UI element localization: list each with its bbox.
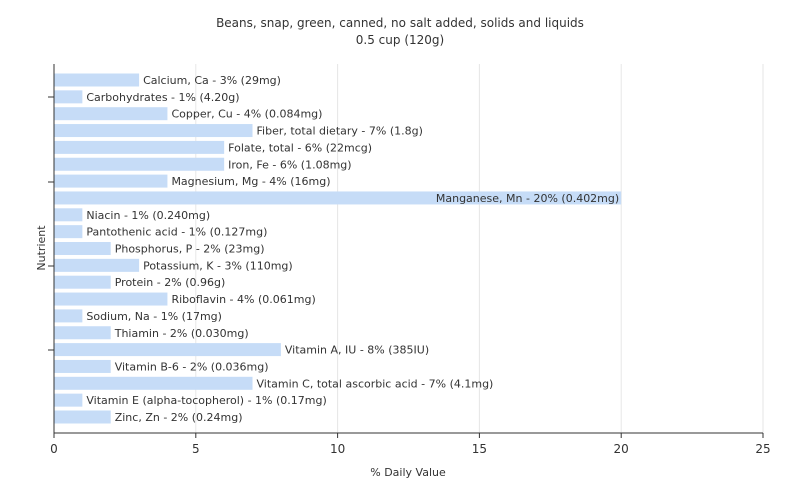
bar [54, 157, 225, 171]
bar-label: Riboflavin - 4% (0.061mg) [171, 293, 315, 306]
x-tick-label: 15 [472, 442, 487, 456]
bar-label: Magnesium, Mg - 4% (16mg) [171, 175, 330, 188]
chart-title: Beans, snap, green, canned, no salt adde… [216, 16, 584, 30]
x-tick-label: 5 [192, 442, 200, 456]
chart-subtitle: 0.5 cup (120g) [356, 33, 444, 47]
bar [54, 191, 622, 205]
y-axis-label: Nutrient [35, 225, 48, 271]
bar-label: Vitamin B-6 - 2% (0.036mg) [115, 360, 269, 373]
bar-label: Vitamin E (alpha-tocopherol) - 1% (0.17m… [86, 394, 326, 407]
bar [54, 292, 168, 306]
x-tick-label: 0 [50, 442, 58, 456]
bar-label: Copper, Cu - 4% (0.084mg) [171, 108, 322, 121]
bar-label: Iron, Fe - 6% (1.08mg) [228, 158, 351, 171]
bar [54, 73, 140, 87]
bar-label: Carbohydrates - 1% (4.20g) [86, 91, 239, 104]
bar-label: Potassium, K - 3% (110mg) [143, 259, 293, 272]
bar-label: Folate, total - 6% (22mcg) [228, 141, 372, 154]
bar-label: Pantothenic acid - 1% (0.127mg) [86, 226, 267, 239]
x-tick-label: 20 [614, 442, 629, 456]
bar-label: Niacin - 1% (0.240mg) [86, 209, 210, 222]
bar [54, 140, 225, 154]
x-tick-labels: 0 5 10 15 20 25 [50, 442, 770, 456]
bar [54, 359, 111, 373]
bar-label: Zinc, Zn - 2% (0.24mg) [115, 411, 243, 424]
x-axis-label: % Daily Value [370, 466, 446, 479]
bar-label: Vitamin A, IU - 8% (385IU) [285, 344, 429, 357]
axes [48, 64, 764, 438]
bar [54, 174, 168, 188]
bar [54, 242, 111, 255]
bar [54, 326, 111, 340]
bar [54, 410, 111, 424]
bar-label: Thiamin - 2% (0.030mg) [114, 327, 249, 340]
bar [54, 343, 281, 357]
bar [54, 309, 83, 323]
x-tick-label: 10 [330, 442, 345, 456]
bar [54, 225, 83, 239]
bar [54, 208, 83, 222]
bars [54, 73, 622, 424]
bar-label: Calcium, Ca - 3% (29mg) [143, 74, 281, 87]
bar [54, 107, 168, 121]
x-tick-label: 25 [755, 442, 770, 456]
bar-label: Phosphorus, P - 2% (23mg) [115, 243, 265, 256]
bar [54, 376, 253, 390]
bar [54, 90, 83, 104]
bar [54, 124, 253, 138]
bar-label: Protein - 2% (0.96g) [115, 276, 226, 289]
bar [54, 393, 83, 407]
bar [54, 258, 140, 272]
bar-label: Fiber, total dietary - 7% (1.8g) [257, 125, 423, 138]
bar-label: Vitamin C, total ascorbic acid - 7% (4.1… [257, 377, 494, 390]
bar-label: Manganese, Mn - 20% (0.402mg) [436, 192, 619, 205]
bar-label: Sodium, Na - 1% (17mg) [86, 310, 222, 323]
bar [54, 275, 111, 289]
bar-labels: Calcium, Ca - 3% (29mg) Carbohydrates - 1… [86, 74, 619, 424]
